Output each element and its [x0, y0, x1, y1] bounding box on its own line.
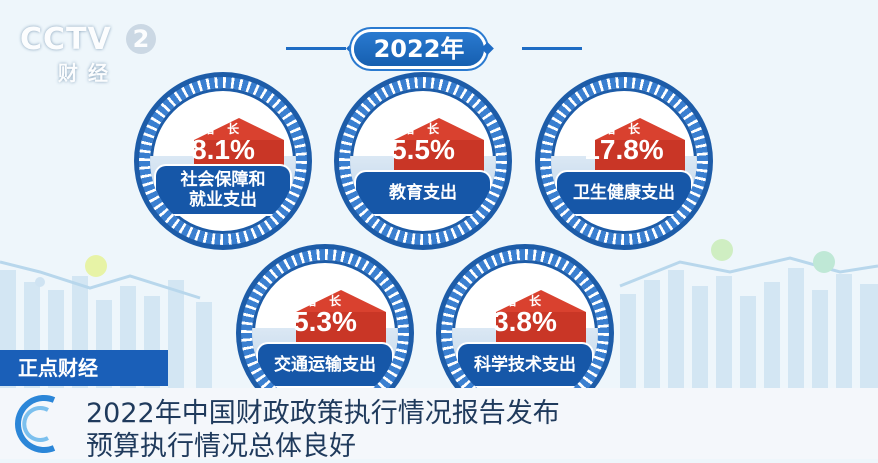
headline-line2: 预算执行情况总体良好 — [86, 431, 356, 462]
badge-science: 增 长 3.8% 科学技术支出 — [436, 244, 614, 422]
growth-value: 5.5% — [391, 134, 455, 165]
badge-social-security: 增 长 8.1% 社会保障和 就业支出 — [134, 72, 312, 250]
growth-label: 增 长 — [202, 122, 244, 136]
badge-education: 增 长 5.5% 教育支出 — [334, 72, 512, 250]
badge-inner: 增 长 5.3% 交通运输支出 — [252, 260, 398, 406]
channel-name: 财经 — [58, 61, 118, 85]
badge-inner: 增 长 5.5% 教育支出 — [350, 88, 496, 234]
growth-value: 5.3% — [293, 306, 357, 337]
growth-label: 增 长 — [402, 122, 444, 136]
growth-value: 8.1% — [191, 134, 255, 165]
growth-label: 增 长 — [603, 122, 645, 136]
category-label: 教育支出 — [356, 172, 490, 214]
badge-inner: 增 长 17.8% 卫生健康支出 — [551, 88, 697, 234]
growth-label: 增 长 — [304, 294, 346, 308]
divider-left — [286, 47, 346, 50]
house-icon — [595, 118, 685, 178]
growth-value: 17.8% — [584, 134, 664, 165]
channel-number: 2 — [126, 24, 156, 54]
badge-inner: 增 长 8.1% 社会保障和 就业支出 — [150, 88, 296, 234]
headline-banner — [0, 388, 878, 459]
badge-inner: 增 长 3.8% 科学技术支出 — [452, 260, 598, 406]
house-icon — [394, 118, 484, 178]
swirl-icon — [15, 395, 56, 453]
year-label: 2022年 — [354, 32, 484, 66]
category-label: 交通运输支出 — [258, 344, 392, 386]
headline-line1: 2022年中国财政政策执行情况报告发布 — [86, 398, 560, 429]
house-icon — [496, 290, 586, 350]
cctv-logo-text: CCTV — [20, 22, 112, 57]
divider-right — [522, 47, 582, 50]
category-label: 卫生健康支出 — [557, 172, 691, 214]
house-icon — [296, 290, 386, 350]
badge-health: 增 长 17.8% 卫生健康支出 — [535, 72, 713, 250]
program-tag: 正点财经 — [0, 350, 168, 386]
growth-label: 增 长 — [504, 294, 546, 308]
growth-value: 3.8% — [493, 306, 557, 337]
category-label: 社会保障和 就业支出 — [156, 166, 290, 214]
channel-logo: CCTV 2 财经 — [20, 22, 156, 86]
category-label: 科学技术支出 — [458, 344, 592, 386]
